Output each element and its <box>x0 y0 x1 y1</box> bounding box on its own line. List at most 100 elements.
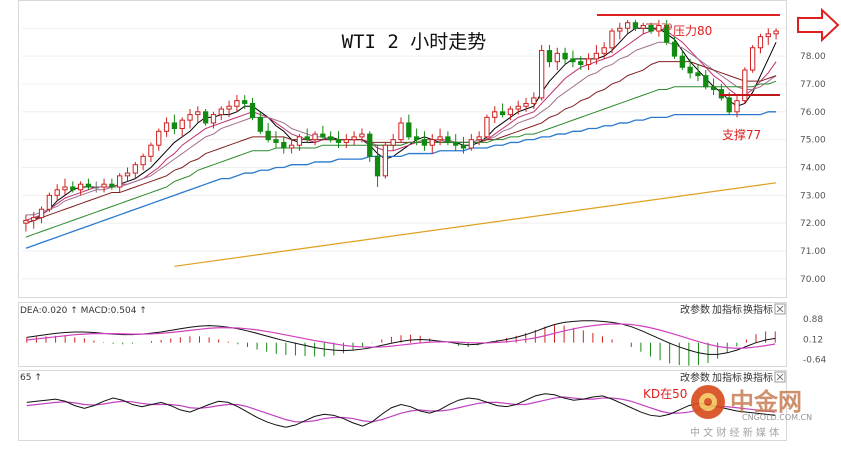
candle-body <box>210 114 217 124</box>
candle <box>335 131 342 148</box>
candle-body <box>523 102 529 107</box>
indicator-control-1[interactable]: 改参数 <box>680 371 710 384</box>
candle-body <box>382 144 389 177</box>
candle-body <box>554 52 560 63</box>
candle-body <box>406 122 412 138</box>
candle-body <box>304 136 310 141</box>
candle <box>140 153 146 171</box>
candle-body <box>328 136 334 141</box>
candle <box>632 19 639 32</box>
indicator-control-2[interactable]: 加指标 <box>712 303 742 316</box>
candle <box>507 106 514 121</box>
candle <box>687 58 693 79</box>
candle <box>492 106 498 123</box>
macd-dif-line <box>26 320 776 355</box>
candle-body <box>453 141 459 146</box>
y-tick-label: 75.00 <box>800 136 826 146</box>
candle <box>585 53 592 71</box>
macd-dea-line <box>26 323 776 349</box>
candle <box>202 109 209 126</box>
candle-body <box>234 100 240 107</box>
candle-body <box>124 172 131 177</box>
candle-body <box>46 194 52 210</box>
candle <box>750 44 756 73</box>
kd-header: 65 ↑ <box>20 373 42 383</box>
candle-body <box>421 139 428 146</box>
candle <box>242 95 248 110</box>
candle <box>617 22 623 40</box>
candle <box>187 109 193 129</box>
candle-body <box>429 139 435 146</box>
macd-header: DEA:0.020 ↑ MACD:0.504 ↑ <box>20 306 147 316</box>
candle-body <box>335 139 342 143</box>
candle <box>437 128 443 146</box>
indicator-control-1[interactable]: 改参数 <box>680 303 710 316</box>
candle <box>742 67 748 104</box>
candle <box>539 44 545 101</box>
candle <box>101 178 107 193</box>
candle-body <box>750 47 756 71</box>
candle-body <box>132 164 138 174</box>
candle-body <box>539 50 545 99</box>
candle <box>460 136 467 154</box>
candle-body <box>93 186 99 189</box>
candle <box>382 142 389 179</box>
candle <box>296 134 303 151</box>
candle <box>124 167 131 182</box>
candle-body <box>773 30 779 35</box>
candle-body <box>445 136 451 143</box>
kd-panel-frame <box>18 370 787 441</box>
candle <box>523 97 529 112</box>
top-marker-label: 79 <box>661 23 673 33</box>
candle-body <box>367 133 373 157</box>
candle <box>734 95 740 118</box>
indicator-control-3[interactable]: 换指标 <box>743 303 773 316</box>
candle-body <box>726 97 732 113</box>
candle <box>179 117 185 137</box>
candle <box>562 47 568 65</box>
candle-body <box>546 50 553 63</box>
candle-body <box>273 139 279 143</box>
candle <box>367 131 373 162</box>
support-annotation: 支撑77 <box>720 94 780 142</box>
indicator-control-3[interactable]: 换指标 <box>743 371 773 384</box>
candle-body <box>351 136 357 141</box>
candle <box>85 178 92 190</box>
candle-body <box>531 97 537 104</box>
indicator-control-2[interactable]: 加指标 <box>712 371 742 384</box>
candle-body <box>117 175 123 188</box>
close-icon-stroke <box>776 305 784 313</box>
candle-body <box>23 219 29 224</box>
resistance-label: 压力80 <box>673 24 712 38</box>
kd-lines <box>26 393 776 428</box>
candle-body <box>374 155 381 177</box>
chart-title: WTI 2 小时走势 <box>342 31 487 53</box>
candle-body <box>257 116 263 132</box>
candle-body <box>38 208 45 219</box>
candle <box>38 206 45 224</box>
candle-body <box>695 72 701 77</box>
candle-body <box>734 100 740 113</box>
candle <box>765 28 771 45</box>
macd-y-tick-label: 0.12 <box>803 335 823 345</box>
candle <box>499 103 506 118</box>
candle <box>218 106 224 121</box>
candle <box>359 128 365 143</box>
close-icon-stroke <box>776 373 784 381</box>
macd-panel-frame <box>18 302 787 367</box>
candle <box>757 33 764 54</box>
candle <box>546 44 553 68</box>
support-label: 支撑77 <box>722 127 761 142</box>
candle <box>421 131 428 151</box>
candle <box>640 22 646 34</box>
candle-body <box>601 47 607 54</box>
candle-body <box>54 189 60 196</box>
candle <box>476 131 482 146</box>
candle-body <box>499 111 506 116</box>
candle-body <box>656 24 662 32</box>
candle <box>343 134 349 148</box>
watermark: 中金网 CNGOLD.COM.CN 中 文 财 经 新 媒 体 <box>690 385 812 439</box>
candle-body <box>179 119 185 130</box>
kd-k-line <box>26 393 776 428</box>
candle-body <box>31 217 37 221</box>
